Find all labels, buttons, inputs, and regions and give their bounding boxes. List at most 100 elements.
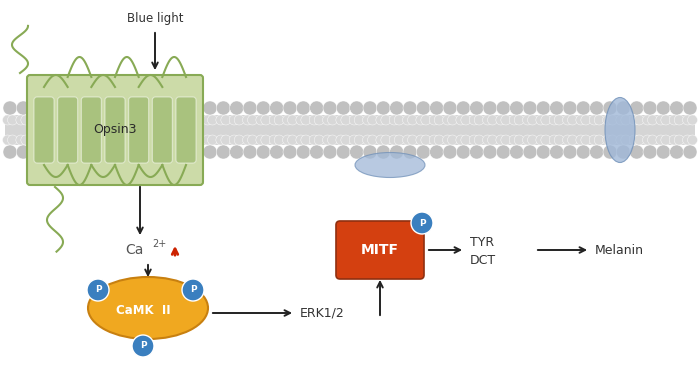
- Circle shape: [220, 135, 231, 145]
- Circle shape: [314, 115, 324, 125]
- FancyBboxPatch shape: [176, 97, 196, 163]
- Circle shape: [541, 115, 551, 125]
- Circle shape: [363, 115, 372, 125]
- Text: P: P: [190, 286, 196, 294]
- Circle shape: [576, 115, 586, 125]
- Circle shape: [181, 135, 191, 145]
- Circle shape: [194, 115, 204, 125]
- Circle shape: [176, 135, 186, 145]
- Circle shape: [34, 115, 44, 125]
- Text: Melanin: Melanin: [595, 244, 644, 256]
- FancyBboxPatch shape: [27, 75, 203, 185]
- Circle shape: [389, 135, 399, 145]
- Circle shape: [447, 115, 458, 125]
- Circle shape: [363, 101, 377, 115]
- Circle shape: [616, 115, 626, 125]
- Circle shape: [496, 115, 506, 125]
- Circle shape: [162, 135, 172, 145]
- Circle shape: [669, 135, 679, 145]
- Circle shape: [229, 115, 239, 125]
- Circle shape: [323, 135, 332, 145]
- Circle shape: [243, 101, 257, 115]
- Circle shape: [96, 115, 106, 125]
- Circle shape: [482, 115, 493, 125]
- Circle shape: [447, 135, 458, 145]
- Circle shape: [132, 335, 154, 357]
- Circle shape: [230, 145, 244, 159]
- Circle shape: [443, 101, 457, 115]
- Circle shape: [21, 135, 31, 145]
- Circle shape: [274, 135, 284, 145]
- Circle shape: [154, 135, 164, 145]
- Circle shape: [283, 145, 297, 159]
- Circle shape: [3, 135, 13, 145]
- Circle shape: [309, 135, 319, 145]
- Circle shape: [189, 135, 199, 145]
- Circle shape: [554, 115, 564, 125]
- Circle shape: [430, 145, 444, 159]
- Circle shape: [687, 135, 697, 145]
- Circle shape: [83, 101, 97, 115]
- Circle shape: [411, 212, 433, 234]
- Text: DCT: DCT: [470, 254, 496, 266]
- Circle shape: [643, 101, 657, 115]
- Circle shape: [336, 145, 350, 159]
- Circle shape: [97, 145, 111, 159]
- Circle shape: [608, 115, 617, 125]
- Circle shape: [496, 145, 510, 159]
- Circle shape: [381, 135, 391, 145]
- Circle shape: [309, 145, 323, 159]
- Text: 2+: 2+: [152, 239, 167, 249]
- Circle shape: [167, 135, 178, 145]
- Circle shape: [407, 135, 417, 145]
- Circle shape: [683, 145, 697, 159]
- Circle shape: [474, 135, 484, 145]
- Circle shape: [487, 115, 498, 125]
- Circle shape: [589, 145, 603, 159]
- Circle shape: [296, 135, 306, 145]
- Circle shape: [589, 135, 599, 145]
- Circle shape: [661, 135, 671, 145]
- Circle shape: [648, 115, 657, 125]
- Circle shape: [536, 115, 546, 125]
- Circle shape: [509, 135, 519, 145]
- Circle shape: [163, 101, 177, 115]
- Circle shape: [122, 115, 132, 125]
- Circle shape: [162, 115, 172, 125]
- Circle shape: [496, 135, 506, 145]
- Circle shape: [643, 145, 657, 159]
- Circle shape: [429, 135, 439, 145]
- Circle shape: [630, 101, 644, 115]
- Circle shape: [83, 135, 92, 145]
- FancyBboxPatch shape: [153, 97, 172, 163]
- Circle shape: [616, 145, 630, 159]
- Circle shape: [403, 101, 417, 115]
- Circle shape: [248, 115, 258, 125]
- Circle shape: [270, 101, 284, 115]
- Circle shape: [234, 115, 244, 125]
- Circle shape: [70, 101, 84, 115]
- Circle shape: [256, 115, 266, 125]
- Circle shape: [683, 101, 697, 115]
- Circle shape: [421, 135, 430, 145]
- Circle shape: [674, 115, 684, 125]
- Circle shape: [563, 101, 577, 115]
- Circle shape: [536, 145, 550, 159]
- Circle shape: [402, 135, 412, 145]
- Circle shape: [242, 115, 253, 125]
- Circle shape: [202, 135, 213, 145]
- Circle shape: [456, 101, 470, 115]
- Circle shape: [43, 101, 57, 115]
- FancyBboxPatch shape: [57, 97, 78, 163]
- Circle shape: [594, 135, 604, 145]
- Circle shape: [274, 115, 284, 125]
- Circle shape: [181, 115, 191, 125]
- Circle shape: [150, 145, 164, 159]
- Circle shape: [442, 115, 452, 125]
- Circle shape: [323, 115, 332, 125]
- Circle shape: [394, 115, 404, 125]
- Circle shape: [234, 135, 244, 145]
- Ellipse shape: [605, 97, 635, 162]
- Circle shape: [648, 135, 657, 145]
- Circle shape: [207, 135, 218, 145]
